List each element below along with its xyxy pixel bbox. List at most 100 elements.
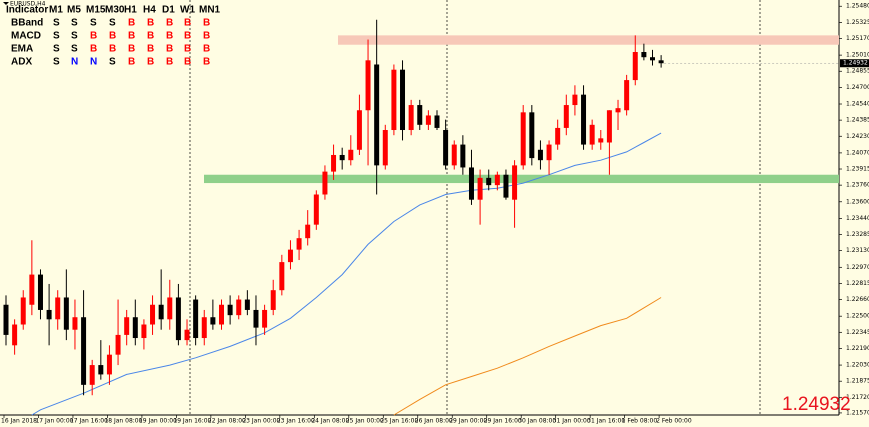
- candle-body: [486, 177, 492, 186]
- candle-body: [451, 144, 457, 166]
- row-label: EMA: [11, 44, 33, 55]
- signal: B: [109, 44, 116, 55]
- candle-body: [270, 290, 276, 310]
- candle-body: [227, 304, 233, 316]
- signal: B: [147, 31, 154, 42]
- row-label: BBand: [11, 18, 43, 29]
- candle-body: [81, 317, 87, 385]
- signal: S: [71, 18, 78, 29]
- table-header: H4: [143, 5, 156, 16]
- signal: S: [53, 18, 60, 29]
- candle-body: [606, 110, 612, 143]
- x-tick-label: 29 Jan 00:00: [449, 418, 487, 425]
- candle-body: [175, 297, 181, 341]
- signal: S: [53, 57, 60, 68]
- y-tick-label: 1.21570: [846, 409, 869, 416]
- candle-body: [29, 274, 35, 305]
- table-header: D1: [162, 5, 175, 16]
- last-price-tag-label: 1.24932: [843, 60, 868, 67]
- x-tick-label: 31 Jan 00:00: [553, 418, 591, 425]
- x-tick-label: 23 Jan 00:00: [242, 418, 280, 425]
- y-tick-label: 1.25170: [846, 35, 869, 42]
- candle-body: [210, 317, 216, 325]
- candle-body: [141, 324, 147, 339]
- candle-body: [287, 249, 293, 263]
- candle-body: [63, 297, 69, 330]
- x-tick-label: 22 Jan 08:00: [208, 418, 246, 425]
- signal: B: [90, 31, 97, 42]
- x-tick-label: 25 Jan 00:00: [346, 418, 384, 425]
- y-tick-label: 1.23440: [846, 215, 869, 222]
- y-tick-label: 1.24855: [846, 68, 869, 75]
- candle-body: [460, 144, 466, 168]
- signal: S: [71, 44, 78, 55]
- signal: B: [166, 44, 173, 55]
- candle-body: [72, 317, 78, 330]
- candle-body: [555, 127, 561, 145]
- candle-body: [132, 317, 138, 339]
- candle-body: [503, 174, 509, 198]
- signal: B: [184, 18, 191, 29]
- candle-body: [150, 304, 156, 325]
- signal: B: [203, 57, 210, 68]
- x-tick-label: 19 Jan 00:00: [139, 418, 177, 425]
- signal: N: [71, 57, 78, 68]
- x-tick-label: 16 Jan 2018: [1, 418, 37, 425]
- candle-body: [219, 304, 224, 325]
- candle-body: [529, 112, 535, 159]
- table-header: M1: [49, 5, 63, 16]
- table-header: M15: [86, 5, 106, 16]
- candle-body: [124, 317, 130, 335]
- signal: B: [184, 44, 191, 55]
- zone: [338, 35, 839, 45]
- last-price-tag: [840, 59, 869, 68]
- candle-body: [12, 324, 18, 346]
- x-tick-label: 29 Jan 16:00: [484, 418, 522, 425]
- x-tick-label: 25 Jan 16:00: [380, 418, 418, 425]
- y-tick-label: 1.22190: [846, 345, 869, 352]
- table-header: Indicator: [6, 5, 48, 16]
- table-header: H1: [124, 5, 137, 16]
- y-tick-label: 1.21875: [846, 378, 869, 385]
- y-tick-label: 1.23760: [846, 182, 869, 189]
- table-header: MN1: [199, 5, 221, 16]
- candle-body: [615, 108, 621, 113]
- signal: S: [109, 18, 116, 29]
- candle-body: [305, 224, 311, 239]
- x-tick-label: 18 Jan 08:00: [104, 418, 142, 425]
- candle-body: [632, 52, 638, 81]
- signal: B: [147, 57, 154, 68]
- candle-body: [520, 112, 526, 166]
- candle-body: [279, 262, 285, 291]
- symbol-label: EURUSD,H4: [10, 1, 46, 8]
- candle-body: [581, 94, 587, 145]
- y-tick-label: 1.24700: [846, 84, 869, 91]
- candle-body: [425, 115, 431, 125]
- candle-body: [348, 149, 354, 161]
- moving-average: [31, 132, 662, 416]
- candle-body: [20, 297, 26, 325]
- candle-body: [37, 274, 43, 310]
- y-tick-label: 1.22660: [846, 296, 869, 303]
- candle-body: [262, 309, 268, 328]
- signal: B: [166, 57, 173, 68]
- signal: B: [128, 57, 135, 68]
- y-tick-label: 1.22500: [846, 313, 869, 320]
- y-tick-label: 1.23285: [846, 231, 869, 238]
- candle-body: [468, 167, 474, 200]
- candle-body: [55, 297, 61, 320]
- row-label: ADX: [11, 57, 32, 68]
- signal: B: [203, 44, 210, 55]
- moving-average: [393, 297, 662, 416]
- table-header: W1: [180, 5, 195, 16]
- candle-body: [408, 105, 414, 131]
- last-price-big: 1.24932: [782, 394, 851, 415]
- candle-body: [641, 52, 647, 58]
- signal: B: [184, 57, 191, 68]
- signal: S: [53, 31, 60, 42]
- signal: S: [90, 18, 97, 29]
- layout: [0, 0, 840, 416]
- signal: S: [71, 31, 78, 42]
- candle-body: [331, 154, 337, 172]
